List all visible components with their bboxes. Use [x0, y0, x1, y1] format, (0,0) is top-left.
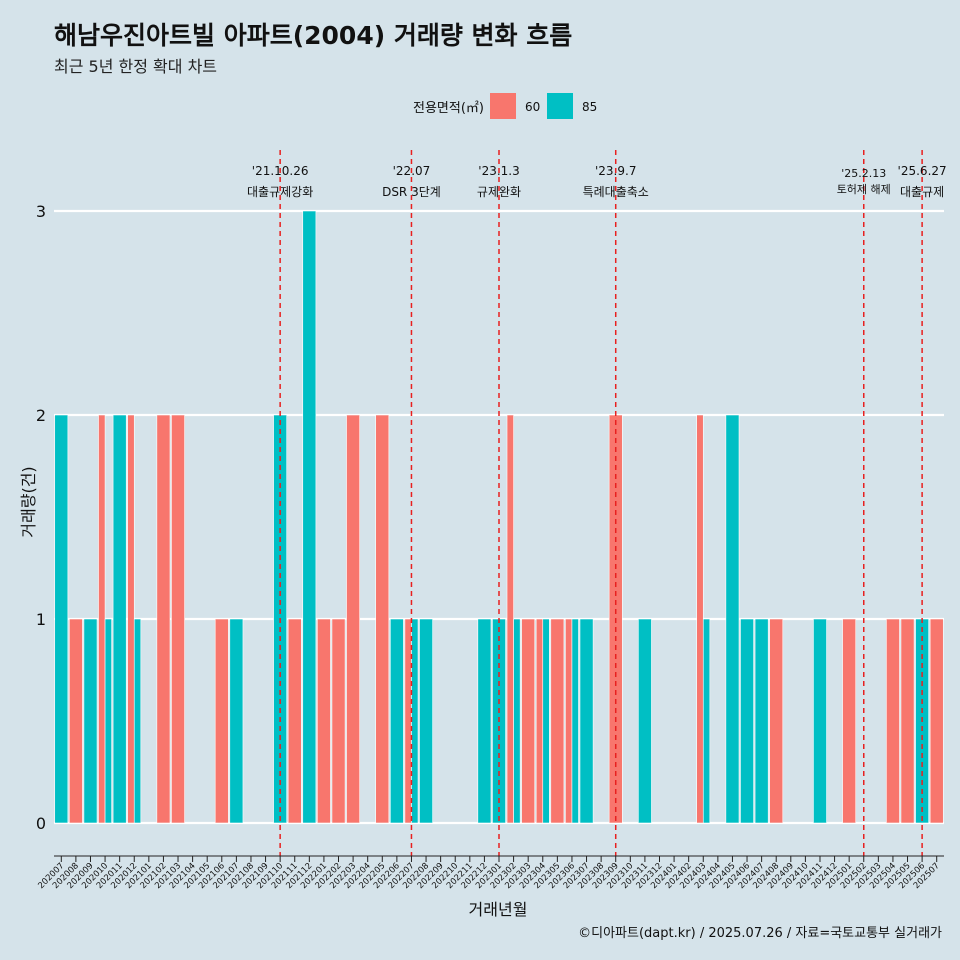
- event-label: 특례대출축소: [583, 185, 649, 199]
- bar-202208-85: [419, 618, 433, 824]
- event-date-label: '25.2.13: [841, 167, 886, 180]
- bar-202408-60: [769, 618, 784, 824]
- bar-202202-60: [331, 618, 346, 824]
- bar-202012-60: [127, 414, 135, 824]
- bar-202011-85: [112, 414, 127, 824]
- y-tick-label: 3: [36, 202, 46, 221]
- bar-202103-60: [171, 414, 185, 824]
- event-label: 대출규제: [900, 185, 944, 199]
- bar-202203-60: [346, 414, 360, 824]
- bar-202501-60: [842, 618, 857, 824]
- bar-202106-60: [214, 618, 229, 824]
- bar-202304-60: [535, 618, 544, 824]
- bar-202407-85: [754, 618, 769, 824]
- bar-202307-85: [579, 618, 594, 824]
- legend-swatch-60: [490, 93, 516, 119]
- bar-202507-60: [929, 618, 944, 824]
- event-date-label: '22.07: [393, 164, 431, 178]
- bar-202212-85: [477, 618, 492, 824]
- bar-202303-60: [521, 618, 536, 824]
- event-label: 규제완화: [477, 185, 521, 199]
- bar-202205-60: [375, 414, 390, 824]
- event-date-label: '23.1.3: [478, 164, 519, 178]
- y-axis-ticks: 0 1 2 3: [36, 202, 46, 833]
- bar-202111-60: [287, 618, 302, 824]
- bar-202207-60: [404, 618, 412, 824]
- bar-202012-85: [133, 618, 142, 824]
- bar-202306-60: [565, 618, 573, 824]
- bar-202007-85: [54, 414, 69, 824]
- event-date-label: '21.10.26: [252, 164, 309, 178]
- chart-subtitle: 최근 5년 한정 확대 차트: [54, 57, 218, 76]
- bar-202305-60: [550, 618, 565, 824]
- bar-202112-85: [302, 210, 317, 824]
- legend-label-60: 60: [525, 100, 540, 114]
- bar-202311-85: [638, 618, 652, 824]
- bar-202302-85: [513, 618, 521, 824]
- bar-202403-85: [702, 618, 711, 824]
- bar-202008-60: [69, 618, 83, 824]
- y-tick-label: 0: [36, 814, 46, 833]
- chart-caption: ©디아파트(dapt.kr) / 2025.07.26 / 자료=국토교통부 실…: [578, 926, 942, 941]
- bar-202206-85: [390, 618, 404, 824]
- event-label: DSR 3단계: [382, 185, 441, 199]
- event-date-label: '23.9.7: [595, 164, 636, 178]
- y-tick-label: 1: [36, 610, 46, 629]
- bar-202405-85: [725, 414, 740, 824]
- bar-202302-60: [506, 414, 514, 824]
- bar-202010-85: [104, 618, 112, 824]
- bar-202207-85: [411, 618, 419, 824]
- bar-202411-85: [813, 618, 827, 824]
- x-axis: 2020072020082020092020102020112020122021…: [36, 855, 944, 891]
- bar-202009-85: [83, 618, 98, 824]
- event-label: 대출규제강화: [247, 185, 313, 199]
- legend-title: 전용면적(㎡): [413, 101, 484, 116]
- y-axis-title: 거래량(건): [19, 466, 38, 537]
- bar-202010-60: [98, 414, 106, 824]
- bar-202306-85: [571, 618, 579, 824]
- bar-202504-60: [886, 618, 900, 824]
- legend-label-85: 85: [582, 100, 597, 114]
- x-axis-title: 거래년월: [469, 900, 528, 919]
- bars: [54, 210, 944, 824]
- bar-202403-60: [696, 414, 704, 824]
- event-lines: '21.10.26 대출규제강화 '22.07 DSR 3단계 '23.1.3 규제완화 '…: [247, 150, 947, 856]
- bar-202107-85: [229, 618, 244, 824]
- legend: 전용면적(㎡) 60 85: [413, 93, 597, 119]
- bar-202102-60: [156, 414, 171, 824]
- bar-202201-60: [317, 618, 331, 824]
- bar-202304-85: [542, 618, 550, 824]
- bar-202505-60: [900, 618, 915, 824]
- event-label: 토허제 해제: [837, 182, 891, 196]
- legend-swatch-85: [547, 93, 573, 119]
- event-date-label: '25.6.27: [898, 164, 947, 178]
- y-tick-label: 2: [36, 406, 46, 425]
- chart-title: 해남우진아트빌 아파트(2004) 거래량 변화 흐름: [54, 21, 573, 50]
- bar-202406-85: [740, 618, 754, 824]
